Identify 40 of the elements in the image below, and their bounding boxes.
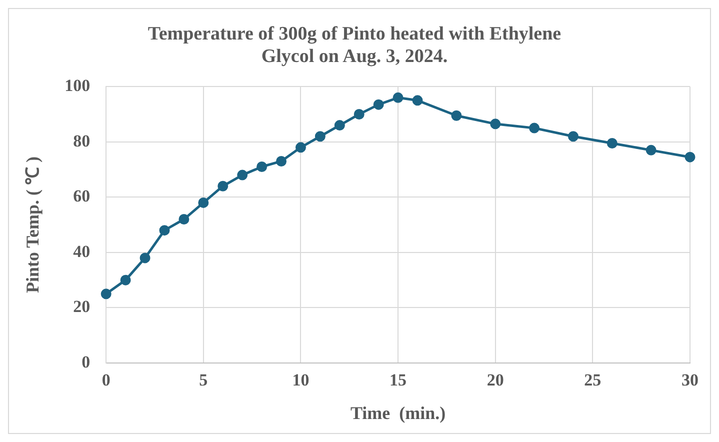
point bbox=[218, 180, 228, 192]
point bbox=[392, 92, 404, 103]
point bbox=[100, 288, 112, 300]
point bbox=[140, 252, 150, 264]
point bbox=[354, 108, 364, 120]
point bbox=[198, 197, 209, 208]
point bbox=[568, 131, 578, 142]
y-tick-label: 80 bbox=[73, 131, 90, 150]
y-tick-label: 60 bbox=[73, 186, 90, 206]
y-tick-label: 100 bbox=[64, 76, 90, 95]
x-tick-label: 25 bbox=[584, 370, 602, 390]
y-tick-label: 40 bbox=[73, 242, 90, 261]
x-tick-label: 15 bbox=[390, 370, 407, 390]
point bbox=[646, 144, 656, 156]
y-tick-label: 0 bbox=[82, 352, 90, 372]
y-tick-label: 20 bbox=[73, 297, 90, 316]
point bbox=[276, 156, 287, 166]
x-tick-label: 10 bbox=[292, 370, 310, 390]
point bbox=[256, 162, 268, 172]
point bbox=[178, 214, 190, 225]
point bbox=[314, 131, 326, 142]
point bbox=[606, 138, 618, 149]
point bbox=[684, 152, 696, 162]
point bbox=[334, 120, 345, 131]
y-axis-title: Pinto Temp. ( ℃ ) bbox=[22, 156, 42, 294]
point bbox=[412, 95, 423, 106]
point bbox=[159, 225, 170, 236]
x-tick-label: 30 bbox=[682, 370, 698, 390]
x-tick-label: 20 bbox=[486, 370, 504, 390]
x-tick-label: 0 bbox=[102, 370, 110, 390]
x-axis-title: Time (min.) bbox=[350, 402, 446, 423]
point bbox=[490, 118, 501, 130]
point bbox=[373, 99, 384, 110]
point bbox=[451, 110, 462, 121]
point bbox=[295, 142, 306, 153]
point bbox=[120, 274, 131, 286]
x-tick-label: 5 bbox=[199, 370, 208, 390]
point bbox=[529, 122, 540, 134]
point bbox=[237, 170, 248, 180]
chart-title: Temperature of 300g of Pinto heated with Ethylene Glycol on Aug. 3, 2024. bbox=[148, 23, 562, 68]
